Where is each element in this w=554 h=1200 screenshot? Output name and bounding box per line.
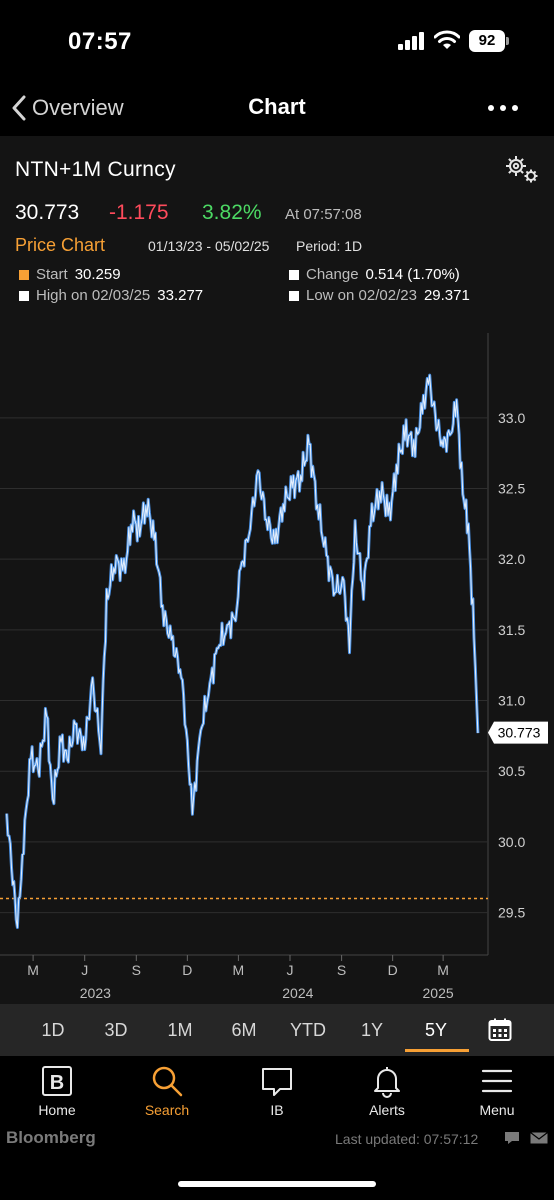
x-tick-label: S	[132, 962, 141, 978]
y-tick-label: 31.0	[498, 693, 525, 709]
navigation-bar: Overview Chart	[0, 82, 554, 136]
home-indicator	[178, 1181, 376, 1187]
tab-alerts-label: Alerts	[369, 1102, 405, 1118]
period-button-1d[interactable]: 1D	[41, 1020, 65, 1040]
period-button-6m[interactable]: 6M	[231, 1020, 257, 1040]
last-value-label: 30.773	[498, 725, 541, 741]
y-tick-label: 32.5	[498, 481, 525, 497]
last-price: 30.773	[15, 201, 80, 224]
tab-menu-label: Menu	[479, 1102, 515, 1118]
start-marker-icon	[19, 269, 29, 280]
chart-panel	[0, 136, 554, 1004]
period-button-1y[interactable]: 1Y	[360, 1020, 384, 1040]
security-name: NTN+1M Curncy	[15, 158, 176, 181]
stat-start: Start 30.259	[19, 266, 121, 283]
wifi-icon	[434, 30, 460, 49]
percent-change: 3.82%	[202, 201, 262, 224]
tab-home-label: Home	[38, 1102, 76, 1118]
change-marker-icon	[289, 269, 299, 280]
x-year-label: 2025	[423, 985, 454, 1001]
y-tick-label: 32.0	[498, 551, 525, 567]
back-button-label: Overview	[32, 95, 124, 120]
svg-text:B: B	[50, 1072, 64, 1094]
x-tick-label: J	[81, 962, 88, 978]
y-tick-label: 30.0	[498, 834, 525, 850]
bloomberg-b-icon: B	[42, 1066, 72, 1096]
stat-high: High on 02/03/25 33.277	[19, 287, 203, 304]
x-tick-label: M	[27, 962, 39, 978]
stat-low-value: 29.371	[423, 287, 470, 304]
status-bar: 07:57 92	[0, 0, 554, 82]
tab-alerts[interactable]: Alerts	[342, 1064, 432, 1118]
feedback-chat-icon[interactable]	[504, 1131, 520, 1145]
battery-tip	[506, 37, 509, 45]
bloomberg-logo: Bloomberg	[6, 1128, 96, 1147]
last-value-tag: 30.773	[488, 721, 548, 744]
mail-icon[interactable]	[530, 1132, 548, 1144]
status-time: 07:57	[68, 28, 132, 55]
x-tick-label: J	[286, 962, 293, 978]
stat-high-value: 33.277	[157, 287, 204, 304]
x-tick-label: D	[388, 962, 398, 978]
stat-change-label: Change	[306, 266, 359, 283]
x-tick-label: M	[233, 962, 245, 978]
stat-start-value: 30.259	[74, 266, 121, 283]
tab-search-label: Search	[144, 1102, 190, 1118]
tab-bar	[0, 1056, 554, 1200]
tab-ib[interactable]: IB	[232, 1064, 322, 1118]
battery-indicator: 92	[469, 30, 505, 52]
x-tick-label: M	[437, 962, 449, 978]
search-icon	[152, 1066, 183, 1097]
calendar-icon[interactable]	[488, 1018, 512, 1042]
last-value-tag-bg	[488, 721, 548, 744]
tab-search[interactable]: Search	[122, 1064, 212, 1118]
page-title: Chart	[248, 94, 306, 119]
cellular-signal-icon	[398, 32, 424, 50]
tab-home[interactable]: B Home	[12, 1064, 102, 1118]
y-tick-label: 29.5	[498, 905, 525, 921]
stat-change-value: 0.514 (1.70%)	[365, 266, 460, 283]
bell-icon	[374, 1067, 400, 1098]
last-updated: Last updated: 07:57:12	[335, 1131, 479, 1147]
y-tick-label: 30.5	[498, 763, 525, 779]
period-button-5y[interactable]: 5Y	[424, 1020, 448, 1040]
price-chart[interactable]: 29.5 30.0 30.5 31.0 31.5 32.0 32.5 33.0 M J S D M J S…	[0, 333, 554, 1003]
stat-low-label: Low on 02/02/23	[306, 287, 417, 304]
period-selector	[0, 1004, 554, 1056]
price-series-highlight	[6, 374, 479, 928]
chat-icon	[262, 1068, 292, 1096]
x-year-label: 2023	[80, 985, 111, 1001]
price-chart-svg[interactable]: 29.5 30.0 30.5 31.0 31.5 32.0 32.5 33.0 M J S D M J S…	[0, 333, 554, 1003]
back-button[interactable]: Overview	[10, 92, 124, 124]
x-tick-label: S	[337, 962, 346, 978]
chevron-left-icon	[12, 95, 26, 121]
stat-high-label: High on 02/03/25	[36, 287, 151, 304]
stat-low: Low on 02/02/23 29.371	[289, 287, 470, 304]
quote-time: At 07:57:08	[285, 206, 362, 223]
gears-icon[interactable]	[504, 154, 540, 184]
period-button-1m[interactable]: 1M	[167, 1020, 193, 1040]
y-tick-label: 33.0	[498, 410, 525, 426]
high-marker-icon	[19, 290, 29, 301]
low-marker-icon	[289, 290, 299, 301]
net-change: -1.175	[109, 201, 169, 224]
price-series-line	[5, 373, 480, 929]
period-button-ytd[interactable]: YTD	[290, 1020, 326, 1040]
stat-start-label: Start	[36, 266, 68, 283]
x-year-label: 2024	[282, 985, 313, 1001]
tab-ib-label: IB	[270, 1102, 284, 1118]
stat-change: Change 0.514 (1.70%)	[289, 266, 460, 283]
hamburger-icon	[481, 1069, 513, 1093]
y-tick-label: 31.5	[498, 622, 525, 638]
chart-title[interactable]: Price Chart	[15, 235, 106, 255]
x-tick-label: D	[182, 962, 192, 978]
more-options-icon[interactable]	[487, 102, 519, 114]
period-label[interactable]: Period: 1D	[296, 238, 363, 254]
tab-menu[interactable]: Menu	[452, 1064, 542, 1118]
period-button-3d[interactable]: 3D	[104, 1020, 128, 1040]
active-period-indicator	[405, 1049, 469, 1052]
date-range[interactable]: 01/13/23 - 05/02/25	[148, 238, 270, 254]
